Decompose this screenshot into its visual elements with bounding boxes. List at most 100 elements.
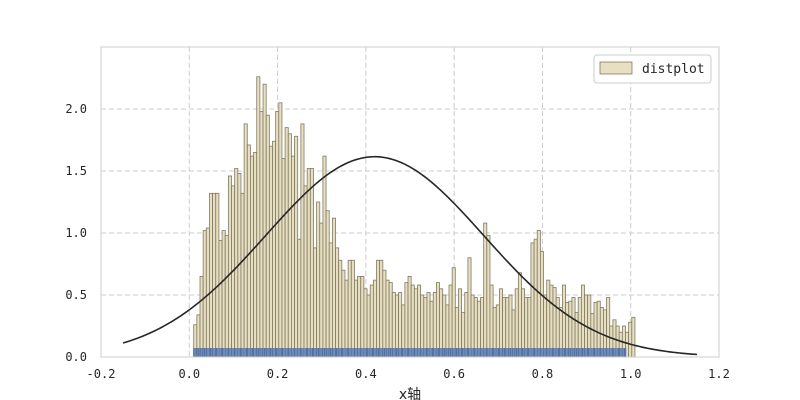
histogram-bar	[303, 185, 308, 358]
histogram-bar	[404, 282, 409, 358]
histogram-bar	[338, 259, 343, 358]
histogram-bar	[517, 272, 522, 358]
histogram-bar	[221, 230, 226, 358]
histogram-bar	[395, 294, 399, 358]
kde-curve	[122, 155, 697, 356]
x-axis-label: x轴	[399, 387, 421, 400]
histogram-bar	[278, 102, 283, 358]
histogram-bar	[234, 168, 239, 358]
histogram-bar	[508, 294, 513, 358]
histogram-bar	[319, 222, 324, 358]
histogram-bar	[272, 140, 277, 358]
histogram-bar	[413, 288, 418, 358]
histogram-bar	[410, 284, 415, 358]
histogram-bar	[215, 192, 220, 358]
histogram-bar	[552, 287, 557, 358]
histogram-bar	[287, 133, 292, 358]
histogram-bar	[451, 267, 456, 358]
histogram-bar	[533, 238, 538, 358]
x-tick-label: 0.0	[178, 367, 200, 381]
histogram-bar	[391, 292, 396, 358]
histogram-bar	[360, 275, 365, 358]
histogram-bar	[227, 175, 232, 358]
histogram-bar	[489, 284, 494, 358]
histogram-bar	[420, 294, 425, 358]
histogram-bar	[407, 275, 412, 358]
histogram-bar	[347, 259, 352, 358]
histogram-bar	[521, 288, 526, 358]
histogram-bar	[363, 288, 368, 358]
histogram-bar	[388, 282, 393, 358]
histogram-bar	[486, 235, 491, 358]
histogram-bar	[253, 151, 258, 358]
x-tick-label: 1.2	[708, 367, 730, 381]
histogram-bar	[256, 76, 261, 358]
y-tick-label: 1.0	[65, 226, 87, 240]
histogram-bar	[246, 144, 251, 358]
histogram-bar	[325, 210, 330, 358]
histogram-bar	[313, 247, 318, 358]
plot-area	[100, 46, 720, 358]
histogram-bar	[350, 259, 355, 358]
legend: distplot	[593, 54, 712, 84]
histogram-bar	[470, 294, 475, 358]
x-tick-label: 1.0	[620, 367, 642, 381]
histogram-bar	[379, 259, 384, 358]
y-tick-label: 0.5	[65, 288, 87, 302]
histogram-bar	[328, 242, 333, 358]
histogram-bar	[385, 279, 390, 358]
legend-entry-distplot: distplot	[642, 62, 705, 77]
y-tick-label: 1.5	[65, 164, 87, 178]
x-tick-labels: -0.2 0.0 0.2 0.4 0.6 0.8 1.0 1.2	[87, 367, 730, 381]
histogram-bar	[467, 257, 472, 358]
x-tick-label: -0.2	[87, 367, 116, 381]
histogram-bar	[240, 192, 245, 358]
histogram-bar	[546, 279, 551, 358]
histogram-bar	[250, 155, 254, 358]
histogram-bar	[543, 294, 548, 358]
histogram-bar	[382, 269, 387, 358]
histogram-bar	[212, 192, 217, 358]
histogram-bar	[294, 135, 299, 358]
histogram-bar	[587, 294, 592, 358]
histogram-bar	[435, 282, 440, 358]
histogram-bar	[448, 284, 453, 358]
histogram-bar	[331, 217, 336, 358]
y-tick-label: 0.0	[65, 350, 87, 364]
plot-frame	[100, 46, 720, 358]
histogram-bar	[275, 111, 280, 358]
histogram-bar	[562, 284, 567, 358]
histogram-bar	[202, 230, 207, 358]
histogram-bar	[372, 279, 377, 358]
histogram-bar	[442, 294, 447, 358]
histogram-bar	[417, 284, 422, 358]
y-tick-labels: 0.0 0.5 1.0 1.5 2.0	[65, 102, 87, 364]
histogram-bar	[499, 288, 503, 358]
histogram-bar	[369, 284, 374, 358]
histogram-bar	[259, 111, 264, 358]
histogram-bar	[366, 294, 371, 358]
histogram-bar	[398, 292, 403, 358]
x-tick-label: 0.6	[443, 367, 465, 381]
histogram-bar	[539, 251, 544, 358]
histogram-bar	[376, 259, 381, 358]
histogram-bar	[344, 279, 349, 358]
histogram-bar	[628, 321, 633, 358]
histogram-bar	[514, 288, 519, 358]
histogram-bar	[530, 242, 535, 358]
histogram-bar	[297, 238, 302, 358]
histogram-bar	[580, 284, 585, 358]
histogram-bar	[218, 240, 223, 358]
histogram-bar	[300, 123, 305, 358]
histogram-bar	[458, 288, 463, 358]
histogram-bar	[309, 168, 314, 358]
histogram-bar	[439, 288, 444, 358]
histogram-bar	[199, 275, 204, 358]
histogram-bar	[284, 127, 289, 358]
y-tick-label: 2.0	[65, 102, 87, 116]
histogram-bar	[243, 123, 248, 358]
histogram-bar	[631, 316, 636, 358]
histogram-bar	[224, 235, 229, 358]
histogram-bar	[549, 284, 554, 358]
